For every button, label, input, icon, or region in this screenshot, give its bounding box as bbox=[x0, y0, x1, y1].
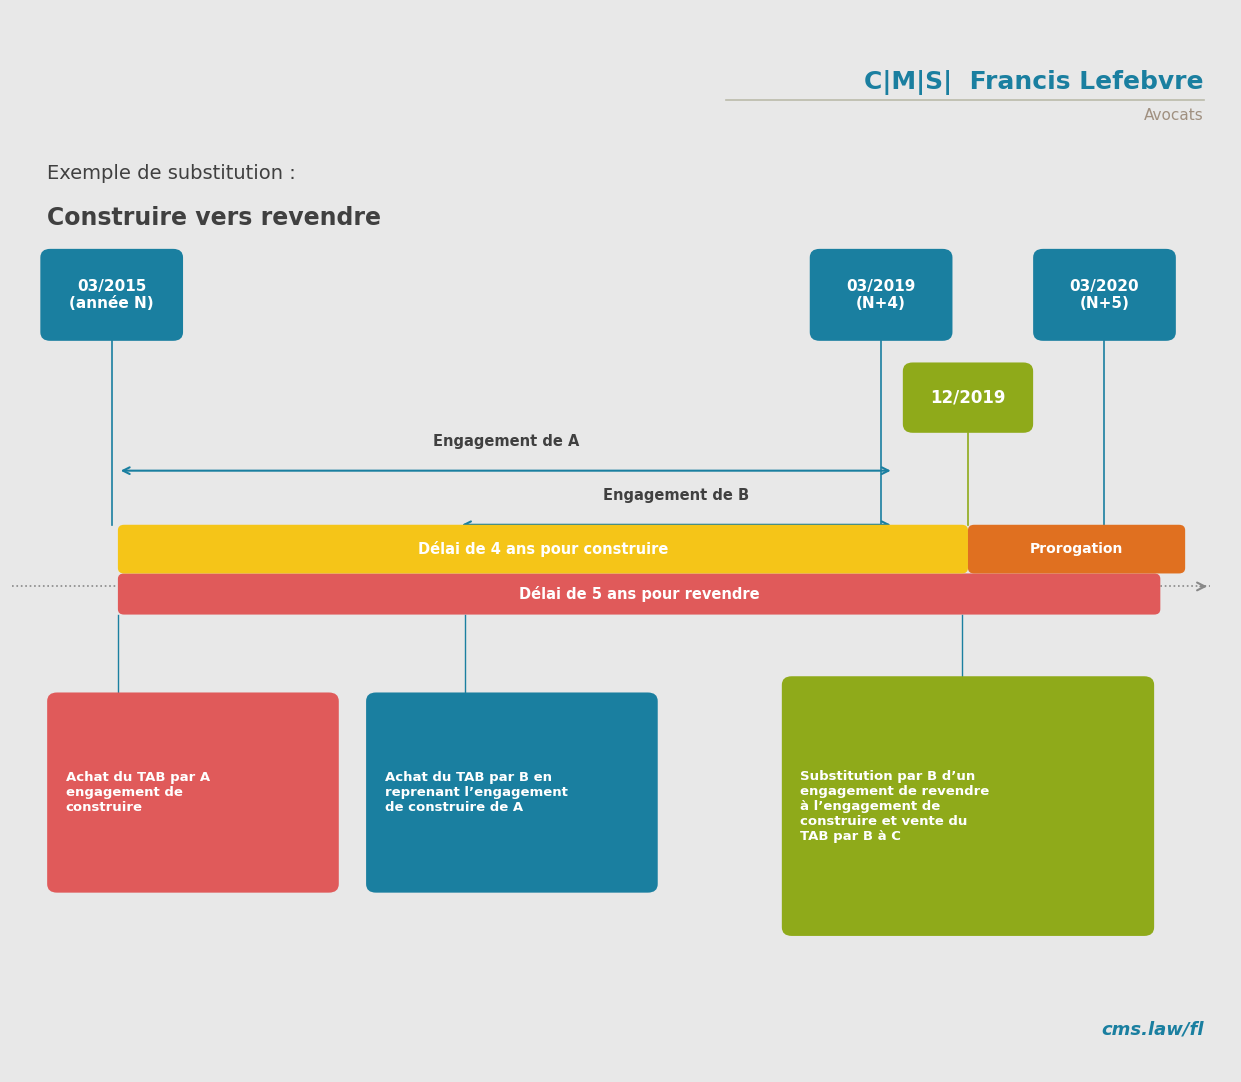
FancyBboxPatch shape bbox=[782, 676, 1154, 936]
Text: Prorogation: Prorogation bbox=[1030, 542, 1123, 556]
Text: Construire vers revendre: Construire vers revendre bbox=[47, 206, 381, 229]
Text: 03/2015
(année N): 03/2015 (année N) bbox=[69, 279, 154, 311]
FancyBboxPatch shape bbox=[366, 692, 658, 893]
FancyBboxPatch shape bbox=[118, 573, 1160, 615]
Text: Délai de 4 ans pour construire: Délai de 4 ans pour construire bbox=[418, 541, 668, 557]
Text: cms.law/fl: cms.law/fl bbox=[1101, 1020, 1204, 1039]
Text: Engagement de A: Engagement de A bbox=[433, 434, 578, 449]
Text: Engagement de B: Engagement de B bbox=[603, 488, 750, 503]
FancyBboxPatch shape bbox=[968, 525, 1185, 573]
FancyBboxPatch shape bbox=[903, 362, 1033, 433]
Text: Achat du TAB par A
engagement de
construire: Achat du TAB par A engagement de constru… bbox=[66, 771, 210, 814]
Text: Avocats: Avocats bbox=[1144, 108, 1204, 123]
FancyBboxPatch shape bbox=[809, 249, 953, 341]
FancyBboxPatch shape bbox=[1033, 249, 1176, 341]
Text: 12/2019: 12/2019 bbox=[931, 388, 1005, 407]
Text: 03/2020
(N+5): 03/2020 (N+5) bbox=[1070, 279, 1139, 311]
FancyBboxPatch shape bbox=[118, 525, 968, 573]
Text: Délai de 5 ans pour revendre: Délai de 5 ans pour revendre bbox=[519, 586, 759, 602]
Text: Exemple de substitution :: Exemple de substitution : bbox=[47, 164, 295, 184]
Text: 03/2019
(N+4): 03/2019 (N+4) bbox=[846, 279, 916, 311]
FancyBboxPatch shape bbox=[47, 692, 339, 893]
Text: Substitution par B d’un
engagement de revendre
à l’engagement de
construire et v: Substitution par B d’un engagement de re… bbox=[800, 769, 989, 843]
Text: Achat du TAB par B en
reprenant l’engagement
de construire de A: Achat du TAB par B en reprenant l’engage… bbox=[385, 771, 567, 814]
FancyBboxPatch shape bbox=[40, 249, 184, 341]
Text: C|M|S|  Francis Lefebvre: C|M|S| Francis Lefebvre bbox=[864, 70, 1204, 95]
